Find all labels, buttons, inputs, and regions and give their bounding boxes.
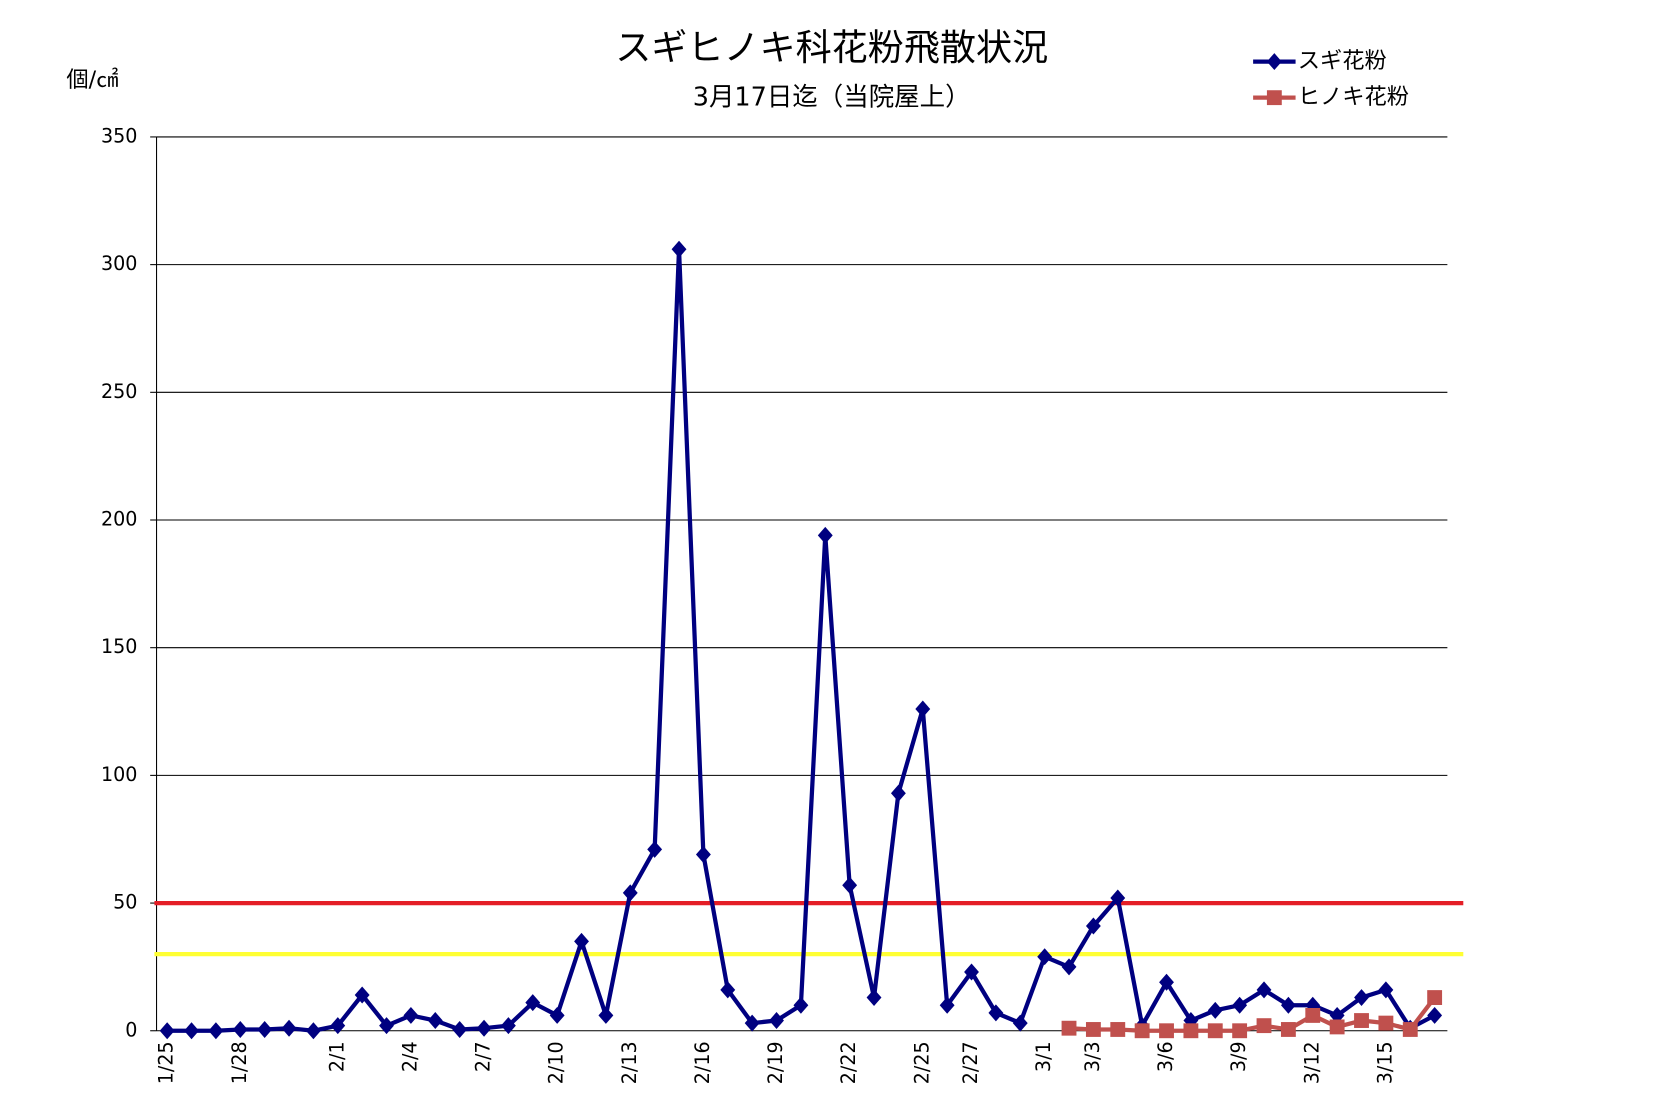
y-tick-label: 50 [113, 891, 137, 914]
marker [476, 1019, 492, 1037]
series-line [1068, 996, 1437, 1033]
x-tick-label: 2/1 [325, 1041, 348, 1072]
marker [1427, 1006, 1443, 1024]
chart-title: スギヒノキ科花粉飛散状況 [615, 27, 1048, 69]
y-tick-label: 200 [101, 508, 137, 531]
marker [452, 1020, 468, 1038]
x-tick-label: 3/6 [1154, 1041, 1177, 1072]
marker [1402, 1022, 1418, 1037]
marker [1159, 973, 1174, 991]
marker [427, 1012, 443, 1030]
marker [1256, 1018, 1272, 1034]
chart-subtitle: 3月17日迄（当院屋上） [693, 83, 971, 113]
x-tick-label: 2/16 [691, 1041, 714, 1084]
x-tick-label: 2/10 [545, 1041, 568, 1084]
marker [1232, 996, 1248, 1014]
x-tick-label: 3/3 [1081, 1041, 1104, 1072]
x-tick-label: 2/19 [764, 1041, 787, 1084]
x-tick-label: 2/4 [398, 1041, 421, 1072]
marker [671, 240, 687, 258]
marker [695, 846, 711, 864]
marker [1159, 1023, 1174, 1039]
marker [1378, 1015, 1394, 1031]
x-tick-label: 3/15 [1373, 1041, 1396, 1084]
y-tick-label: 100 [101, 763, 137, 786]
x-tick-label: 3/1 [1032, 1041, 1055, 1072]
marker [793, 996, 809, 1014]
marker [574, 932, 589, 950]
marker [1085, 1022, 1101, 1037]
marker [549, 1006, 565, 1024]
marker [1061, 958, 1077, 976]
marker [964, 963, 979, 981]
marker [208, 1022, 224, 1040]
x-tick-label: 2/22 [837, 1041, 860, 1084]
marker [866, 989, 882, 1007]
marker [1427, 990, 1443, 1005]
marker [1061, 1020, 1077, 1036]
y-tick-label: 250 [101, 380, 137, 403]
marker [305, 1022, 321, 1040]
marker [1110, 1022, 1126, 1037]
marker [257, 1020, 273, 1038]
marker [720, 981, 736, 999]
marker [1329, 1019, 1345, 1035]
y-tick-label: 0 [125, 1018, 137, 1041]
marker [1183, 1023, 1199, 1039]
marker [939, 996, 955, 1014]
marker [159, 1022, 175, 1040]
y-tick-label: 350 [101, 124, 137, 147]
marker [184, 1022, 199, 1040]
marker [769, 1012, 784, 1030]
marker [842, 876, 858, 894]
marker [1305, 1008, 1321, 1023]
x-tick-label: 3/9 [1227, 1041, 1250, 1072]
marker [354, 986, 370, 1004]
marker [1354, 1013, 1369, 1028]
marker [1037, 948, 1053, 966]
marker [1232, 1023, 1248, 1039]
legend-marker [1266, 53, 1282, 71]
marker [232, 1020, 248, 1038]
marker [1207, 1023, 1223, 1039]
x-tick-label: 2/27 [959, 1041, 982, 1084]
y-tick-label: 300 [101, 252, 137, 275]
legend-label: ヒノキ花粉 [1298, 84, 1409, 110]
marker [1110, 889, 1126, 907]
marker [890, 784, 906, 802]
marker [1134, 1023, 1150, 1039]
marker [817, 526, 833, 544]
marker [598, 1006, 614, 1024]
legend-label: スギ花粉 [1298, 48, 1387, 74]
marker [915, 700, 931, 718]
y-tick-label: 150 [101, 635, 137, 658]
marker [1207, 1001, 1223, 1019]
marker [1256, 981, 1272, 999]
x-tick-label: 2/25 [910, 1041, 933, 1084]
marker [1280, 996, 1296, 1014]
marker [1012, 1014, 1028, 1032]
marker [988, 1004, 1004, 1022]
marker [744, 1014, 760, 1032]
x-tick-label: 1/28 [228, 1041, 251, 1084]
series-line [167, 247, 1436, 1033]
marker [1280, 1022, 1296, 1037]
legend-marker [1266, 90, 1282, 106]
marker [281, 1019, 297, 1037]
x-tick-label: 1/25 [155, 1041, 178, 1084]
marker [647, 840, 663, 858]
marker [403, 1006, 419, 1024]
y-axis-label: 個/㎠ [66, 67, 118, 93]
marker [1378, 981, 1394, 999]
x-tick-label: 3/12 [1300, 1041, 1323, 1084]
x-tick-label: 2/13 [618, 1041, 641, 1084]
marker [525, 994, 541, 1012]
marker [622, 884, 638, 902]
x-tick-label: 2/7 [472, 1041, 495, 1072]
